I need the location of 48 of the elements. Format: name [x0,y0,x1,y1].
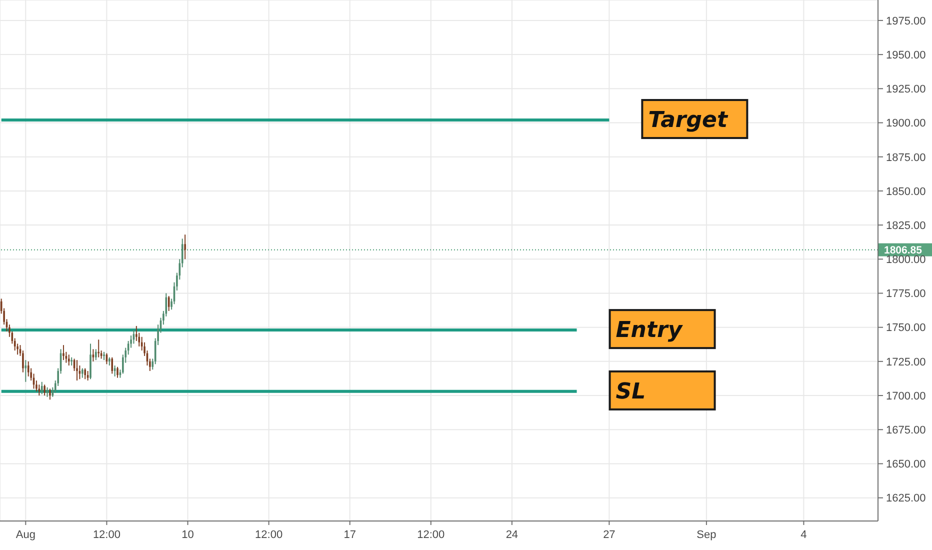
series-label: Target [648,108,729,134]
candlestick [90,343,92,380]
x-tick-label: 17 [344,528,356,541]
y-tick-label: 1675.00 [886,424,926,437]
y-tick-label: 1975.00 [886,15,926,28]
x-tick-label: 27 [603,528,616,541]
y-tick-label: 1950.00 [886,49,926,62]
x-tick-label: 10 [182,528,194,541]
y-tick-label: 1650.00 [886,458,926,471]
x-tick-label: Sep [696,528,716,541]
y-tick-label: 1750.00 [886,322,926,334]
candlestick [114,365,116,377]
candlestick [95,348,97,361]
x-tick-label: 24 [506,528,518,541]
y-tick-label: 1825.00 [886,220,926,232]
candlestick [76,360,78,382]
candlestick [81,368,84,378]
candlestick [62,344,64,361]
x-tick-label: 12:00 [92,528,120,541]
y-tick-label: 1900.00 [886,118,926,130]
candlestick [111,356,114,374]
y-tick-label: 1700.00 [886,390,926,402]
candlestick [27,360,30,377]
candlestick [84,368,86,380]
x-tick-label: 12:00 [255,528,283,541]
candlestick [46,386,48,398]
x-tick-label: 12:00 [417,528,445,541]
series-label: Entry [616,318,684,344]
candlestick [40,381,43,395]
y-tick-label: 1625.00 [886,492,926,505]
candlestick [49,388,51,400]
candlestick [92,348,94,362]
y-tick-label: 1775.00 [886,288,926,300]
y-tick-label: 1800.00 [886,254,926,266]
y-tick-label: 1875.00 [886,152,926,164]
candlestick [68,354,70,366]
candlestick [38,384,40,396]
series-label: SL [616,379,646,404]
candlestick [116,366,118,378]
candlestick [184,234,186,260]
x-tick-label: Aug [16,528,36,541]
y-tick-label: 1725.00 [886,356,926,368]
candlestick [44,384,46,396]
y-tick-label: 1925.00 [886,84,926,96]
candlestick [86,370,89,382]
y-tick-label: 1850.00 [886,186,926,198]
x-tick-label: 4 [800,528,807,541]
ref-line-label: 1806.85 [884,244,922,257]
